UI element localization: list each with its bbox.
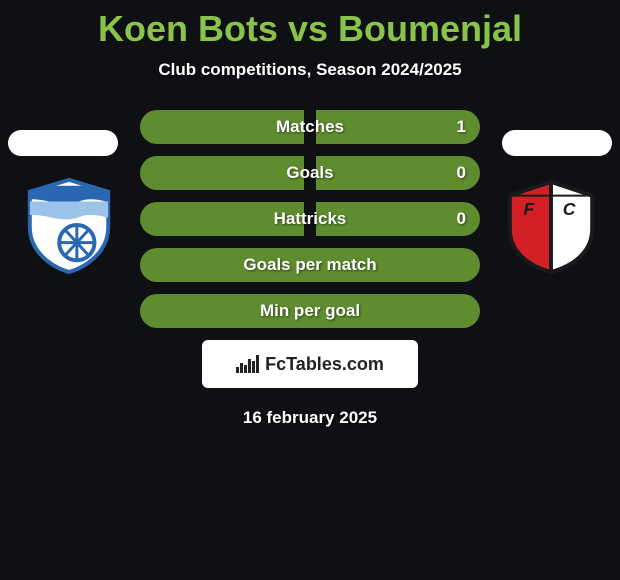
page-title: Koen Bots vs Boumenjal xyxy=(0,0,620,50)
stat-value-right: 0 xyxy=(457,209,466,229)
stats-list: Matches 1 Goals 0 Hattricks 0 Goals per … xyxy=(0,110,620,328)
stat-row-matches: Matches 1 xyxy=(140,110,480,144)
subtitle: Club competitions, Season 2024/2025 xyxy=(0,60,620,80)
bar-chart-icon xyxy=(236,355,259,373)
stat-label: Min per goal xyxy=(260,301,360,321)
stat-label: Goals xyxy=(286,163,333,183)
stat-value-right: 1 xyxy=(457,117,466,137)
stat-row-goals: Goals 0 xyxy=(140,156,480,190)
stat-row-goals-per-match: Goals per match xyxy=(140,248,480,282)
stat-label: Matches xyxy=(276,117,344,137)
date-text: 16 february 2025 xyxy=(0,408,620,428)
stat-label: Hattricks xyxy=(274,209,347,229)
stat-row-hattricks: Hattricks 0 xyxy=(140,202,480,236)
stat-label: Goals per match xyxy=(243,255,376,275)
brand-badge: FcTables.com xyxy=(202,340,418,388)
stat-value-right: 0 xyxy=(457,163,466,183)
brand-text: FcTables.com xyxy=(265,354,384,375)
stat-row-min-per-goal: Min per goal xyxy=(140,294,480,328)
